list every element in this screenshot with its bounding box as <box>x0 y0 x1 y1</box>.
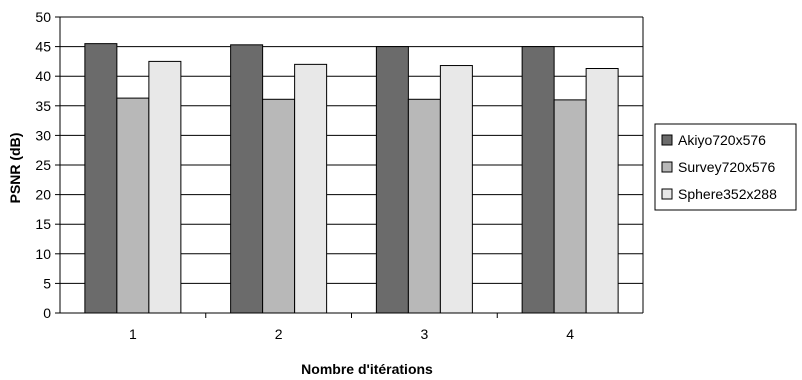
y-tick-label-5: 25 <box>35 157 51 173</box>
legend-box <box>654 123 797 211</box>
bar-Sphere352x288-4 <box>585 68 619 314</box>
legend-label-Sphere352x288: Sphere352x288 <box>678 186 777 202</box>
y-tick-label-8: 40 <box>35 68 51 84</box>
bar-Sphere352x288-2 <box>294 63 328 314</box>
bar-Akiyo720x576-3 <box>375 46 409 314</box>
y-tick-label-10: 50 <box>35 9 51 25</box>
y-tick-label-4: 20 <box>35 187 51 203</box>
bar-Survey720x576-3 <box>407 98 441 314</box>
x-tick-label-3: 3 <box>420 326 428 342</box>
bar-Sphere352x288-1 <box>148 60 182 314</box>
x-tick-label-1: 1 <box>129 326 137 342</box>
y-axis-title: PSNR (dB) <box>7 133 23 204</box>
bars <box>84 43 619 314</box>
bar-Sphere352x288-3 <box>439 65 473 314</box>
bar-Akiyo720x576-1 <box>84 43 118 314</box>
legend-label-Akiyo720x576: Akiyo720x576 <box>678 132 766 148</box>
y-tick-label-2: 10 <box>35 246 51 262</box>
bar-Akiyo720x576-2 <box>230 44 264 314</box>
legend-swatch-Akiyo720x576 <box>661 134 673 146</box>
y-tick-label-7: 35 <box>35 98 51 114</box>
y-tick-label-0: 0 <box>43 305 51 321</box>
bar-Survey720x576-1 <box>116 97 150 314</box>
bar-Survey720x576-2 <box>262 98 296 314</box>
legend: Akiyo720x576 Survey720x576 Sphere352x288 <box>654 123 797 211</box>
bar-Survey720x576-4 <box>553 99 587 314</box>
y-tick-label-1: 5 <box>43 275 51 291</box>
axes <box>59 17 644 318</box>
bar-Akiyo720x576-4 <box>521 46 555 314</box>
legend-label-Survey720x576: Survey720x576 <box>678 159 776 175</box>
x-axis-title: Nombre d'itérations <box>301 361 433 377</box>
y-tick-label-3: 15 <box>35 216 51 232</box>
y-tick-label-6: 30 <box>35 127 51 143</box>
x-tick-label-2: 2 <box>275 326 283 342</box>
y-tick-labels: 0 5 10 15 20 25 30 35 40 45 50 <box>35 9 51 321</box>
x-tick-labels: 1 2 3 4 <box>129 326 574 342</box>
y-tick-label-9: 45 <box>35 39 51 55</box>
x-tick-label-4: 4 <box>566 326 574 342</box>
legend-swatch-Sphere352x288 <box>661 188 673 200</box>
legend-swatch-Survey720x576 <box>661 161 673 173</box>
